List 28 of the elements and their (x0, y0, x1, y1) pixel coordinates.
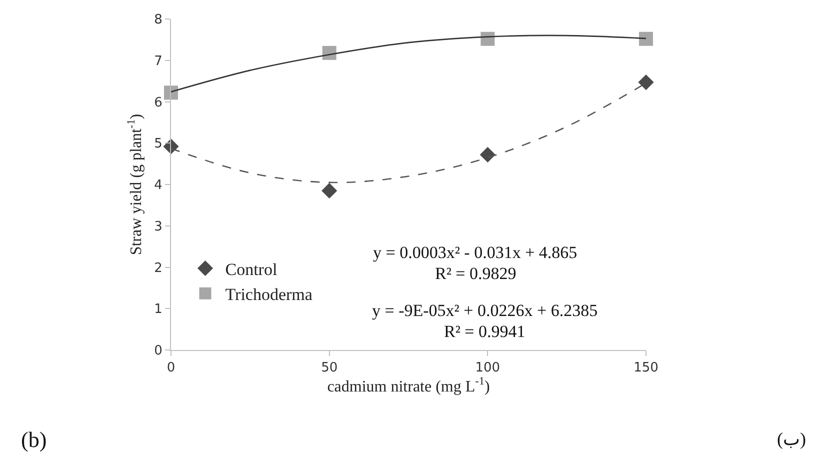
y-tick-label: 1 (154, 302, 162, 318)
y-tick-label: 5 (154, 136, 162, 152)
x-tick-label: 150 (634, 360, 658, 376)
x-axis-title: cadmium nitrate (mg L$^{-1}$) (327, 376, 490, 396)
y-tick-label: 7 (154, 54, 162, 69)
y-tick-label: 4 (154, 178, 162, 194)
point (480, 32, 495, 46)
x-tick-label: 0 (166, 360, 176, 376)
point (638, 74, 654, 90)
text: (ب) (777, 429, 806, 449)
annotation: R² = 0.9941 (444, 322, 526, 341)
legend-label: Trichoderma (225, 284, 313, 304)
y-tick-label: 3 (154, 219, 162, 234)
point (480, 146, 496, 163)
y-tick-label: 0 (154, 344, 162, 359)
annotation: R² = 0.9829 (435, 264, 516, 283)
point (322, 182, 338, 199)
annotation: y = -9E-05x² + 0.0226x + 6.2385 (372, 301, 598, 320)
y-tick-label: 6 (154, 95, 162, 110)
x-tick-label: 50 (321, 360, 338, 376)
annotation: y = 0.0003x² - 0.031x + 4.865 (373, 243, 578, 262)
y-tick-label: 8 (154, 12, 162, 28)
point (322, 46, 336, 60)
legend-label: Control (225, 260, 278, 279)
point (639, 32, 653, 46)
text: (b) (21, 427, 47, 452)
x-tick-label: 100 (475, 360, 500, 376)
y-tick-label: 2 (154, 260, 162, 276)
